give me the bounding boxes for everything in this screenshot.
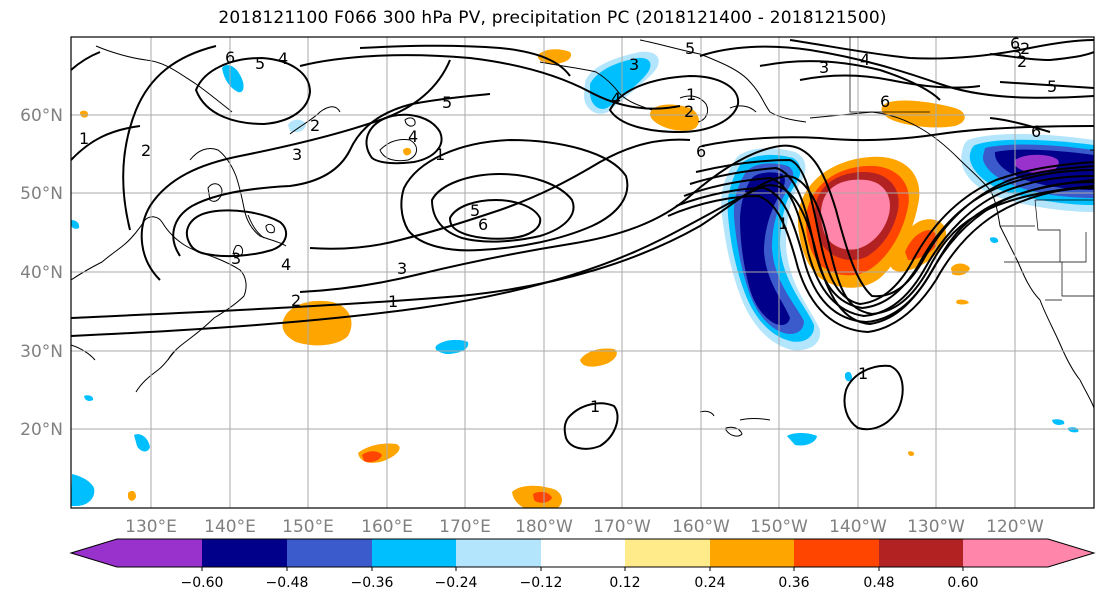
colorbar-swatch [710, 539, 794, 567]
colorbar-swatch [287, 539, 372, 567]
colorbar-tick-label: 0.12 [609, 575, 640, 591]
colorbar-ticks [201, 567, 964, 571]
lon-label: 140°W [829, 517, 887, 537]
contour-label: 4 [278, 49, 288, 68]
contour-label: 3 [819, 58, 829, 77]
lat-label: 40°N [20, 263, 63, 283]
contour-label: 6 [880, 92, 890, 111]
colorbar-tick-label: 0.60 [947, 575, 978, 591]
contour-label: 5 [255, 54, 265, 73]
lon-label: 150°E [282, 517, 334, 537]
contour-label: 2 [141, 141, 151, 160]
colorbar-swatch [879, 539, 963, 567]
colorbar-tick-label: −0.24 [435, 575, 478, 591]
contour-label: 4 [408, 127, 418, 146]
lon-label: 160°W [672, 517, 730, 537]
map-field: 1 2 3 4 5 6 1 2 3 4 5 6 1 2 3 4 5 6 1 2 … [71, 34, 1094, 508]
contour-label: 6 [1031, 122, 1041, 141]
contour-label: 1 [79, 129, 89, 148]
colorbar-tick-label: 0.36 [778, 575, 809, 591]
colorbar: −0.60 −0.48 −0.36 −0.24 −0.12 0.12 0.24 … [69, 538, 1096, 591]
contour-label: 1 [778, 214, 788, 233]
contour-label: 3 [292, 145, 302, 164]
colorbar-tick-label: 0.24 [694, 575, 725, 591]
contour-label: 5 [470, 201, 480, 220]
contour-label: 1 [388, 292, 398, 311]
colorbar-swatch [625, 539, 710, 567]
colorbar-tick-label: 0.48 [863, 575, 894, 591]
colorbar-tick-label: −0.12 [520, 575, 563, 591]
contour-label: 4 [611, 89, 621, 108]
colorbar-tick-label: −0.48 [266, 575, 309, 591]
lat-label: 60°N [20, 106, 63, 126]
contour-label: 6 [1010, 34, 1020, 53]
lat-label: 50°N [20, 184, 63, 204]
map-frame [70, 36, 1095, 509]
colorbar-tick-label: −0.36 [351, 575, 394, 591]
contour-label: 1 [686, 85, 696, 104]
contour-label: 1 [858, 364, 868, 383]
contour-label: 2 [1017, 52, 1027, 71]
lon-label: 130°E [125, 517, 177, 537]
lat-label: 20°N [20, 420, 63, 440]
contour-label: 3 [1012, 43, 1022, 62]
contour-labels: 1 2 3 4 5 6 1 2 3 4 5 6 1 2 3 4 5 6 1 2 … [79, 34, 1057, 416]
lon-label: 160°E [361, 517, 413, 537]
contour-label: 6 [225, 48, 235, 67]
colorbar-swatch [372, 539, 456, 567]
contour-label: 4 [860, 50, 870, 69]
country-boundaries [849, 37, 1094, 301]
map-title: 2018121100 F066 300 hPa PV, precipitatio… [218, 8, 887, 28]
contour-label: 3 [397, 259, 407, 278]
lat-label: 30°N [20, 342, 63, 362]
lon-label: 170°W [593, 517, 651, 537]
colorbar-swatch [202, 539, 287, 567]
longitude-labels: 130°E 140°E 150°E 160°E 170°E 180°W 170°… [125, 517, 1044, 537]
contour-label: 2 [291, 291, 301, 310]
contour-label: 2 [1020, 39, 1030, 58]
contour-label: 3 [629, 55, 639, 74]
contour-label: 6 [696, 142, 706, 161]
contour-label: 5 [1047, 77, 1057, 96]
colorbar-swatch [794, 539, 879, 567]
contour-label: 5 [442, 93, 452, 112]
contour-label: 6 [478, 215, 488, 234]
contour-label: 2 [684, 102, 694, 121]
lon-label: 170°E [439, 517, 491, 537]
contour-label: 3 [231, 249, 241, 268]
pv-contours [71, 39, 1094, 450]
contour-label: 2 [310, 116, 320, 135]
contour-label: 1 [590, 397, 600, 416]
colorbar-tick-label: −0.60 [181, 575, 224, 591]
latitude-labels: 60°N 50°N 40°N 30°N 20°N [20, 106, 63, 440]
contour-label: 5 [685, 39, 695, 58]
colorbar-swatch [541, 539, 625, 567]
lon-label: 140°E [204, 517, 256, 537]
colorbar-swatch [456, 539, 541, 567]
contour-label: 4 [281, 255, 291, 274]
lon-label: 150°W [750, 517, 808, 537]
lon-label: 130°W [907, 517, 965, 537]
lon-label: 180°W [515, 517, 573, 537]
contour-label: 1 [435, 145, 445, 164]
colorbar-swatch [963, 539, 1094, 567]
colorbar-swatch [71, 539, 202, 567]
colorbar-outline [69, 538, 1096, 568]
lon-label: 120°W [986, 517, 1044, 537]
